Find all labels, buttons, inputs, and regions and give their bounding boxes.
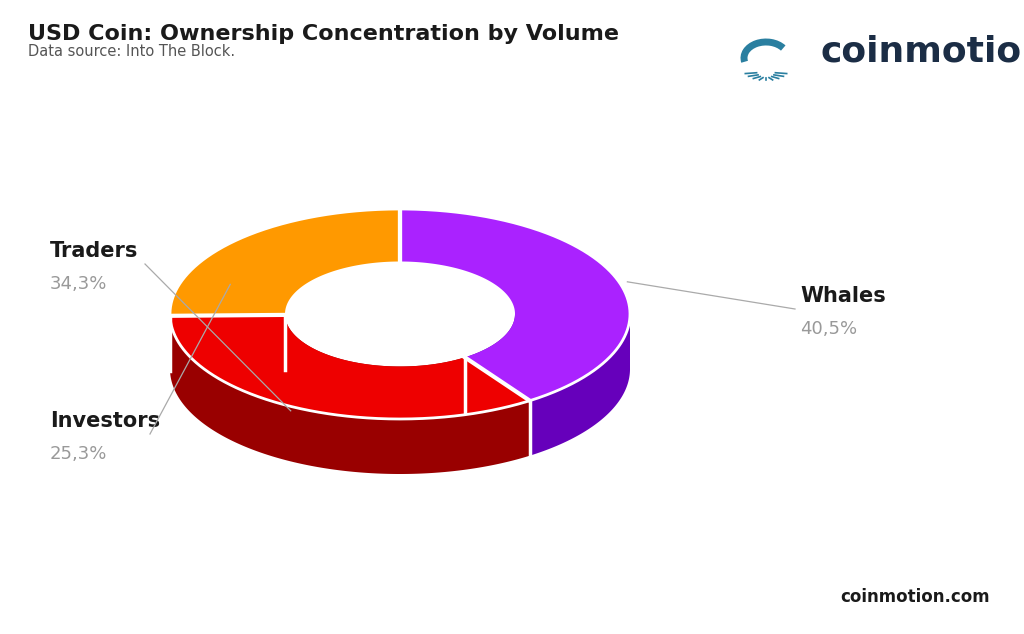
Polygon shape [170, 315, 529, 419]
Text: Whales: Whales [800, 286, 886, 306]
Text: 34,3%: 34,3% [50, 275, 108, 293]
Text: Investors: Investors [50, 411, 160, 431]
Text: 40,5%: 40,5% [800, 320, 857, 338]
Text: Traders: Traders [50, 241, 138, 261]
Text: coinmotion: coinmotion [820, 34, 1024, 68]
Polygon shape [465, 314, 515, 412]
Polygon shape [529, 314, 630, 456]
Text: Data source: Into The Block.: Data source: Into The Block. [28, 44, 236, 59]
Polygon shape [285, 315, 465, 422]
Text: USD Coin: Ownership Concentration by Volume: USD Coin: Ownership Concentration by Vol… [28, 24, 618, 44]
Polygon shape [170, 209, 400, 316]
Polygon shape [400, 209, 630, 401]
Polygon shape [170, 316, 529, 474]
Text: coinmotion.com: coinmotion.com [841, 588, 990, 606]
Text: 25,3%: 25,3% [50, 445, 108, 463]
